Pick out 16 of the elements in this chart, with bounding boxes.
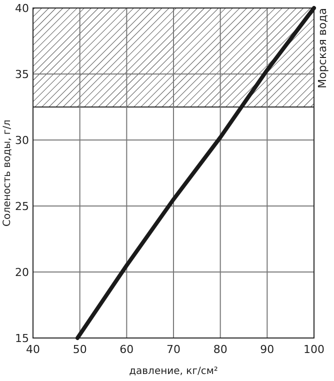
x-tick-label: 50 [72,343,87,356]
y-axis-title: Соленость воды, г/л [2,120,13,226]
x-tick-label: 80 [213,343,228,356]
y-tick-label: 15 [15,332,29,345]
x-tick-label: 40 [26,343,40,356]
x-tick-label: 100 [304,343,324,356]
x-tick-label: 70 [166,343,180,356]
y-tick-label: 20 [15,266,29,279]
y-tick-label: 40 [15,2,29,15]
y-tick-label: 25 [15,200,29,213]
band-label: Морская вода [316,8,329,88]
y-tick-label: 35 [15,68,29,81]
x-axis-title: давление, кг/см² [129,366,218,377]
x-tick-label: 90 [260,343,274,356]
y-tick-label: 30 [15,134,29,147]
x-tick-label: 60 [120,343,134,356]
